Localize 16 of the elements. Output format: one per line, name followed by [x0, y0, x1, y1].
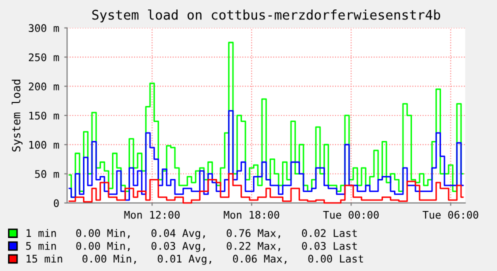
legend-label: 1 min 0.00 Min, 0.04 Avg, 0.76 Max, 0.02 Last	[26, 228, 357, 240]
y-tick-label: 50 m	[35, 170, 59, 178]
y-tick-label: 200 m	[28, 82, 59, 90]
legend-label: 5 min 0.00 Min, 0.03 Avg, 0.22 Max, 0.03 Last	[26, 242, 357, 252]
y-axis-title: System load	[12, 80, 23, 152]
x-tick-label: Mon 18:00	[224, 210, 280, 219]
y-tick-label: 300 m	[28, 24, 59, 32]
legend-label: 15 min 0.00 Min, 0.01 Avg, 0.06 Max, 0.00 Last	[26, 254, 364, 265]
chart-title: System load on cottbus-merzdorferwiesenstr4b	[92, 9, 440, 22]
y-tick-label: 0	[54, 199, 59, 208]
x-tick-label: Tue 00:00	[323, 210, 379, 219]
x-tick-label: Mon 12:00	[124, 210, 180, 219]
y-tick-label: 250 m	[28, 53, 59, 62]
y-tick-label: 150 m	[29, 112, 59, 120]
x-tick-label: Tue 06:00	[422, 210, 478, 219]
y-tick-label: 100 m	[29, 140, 59, 149]
